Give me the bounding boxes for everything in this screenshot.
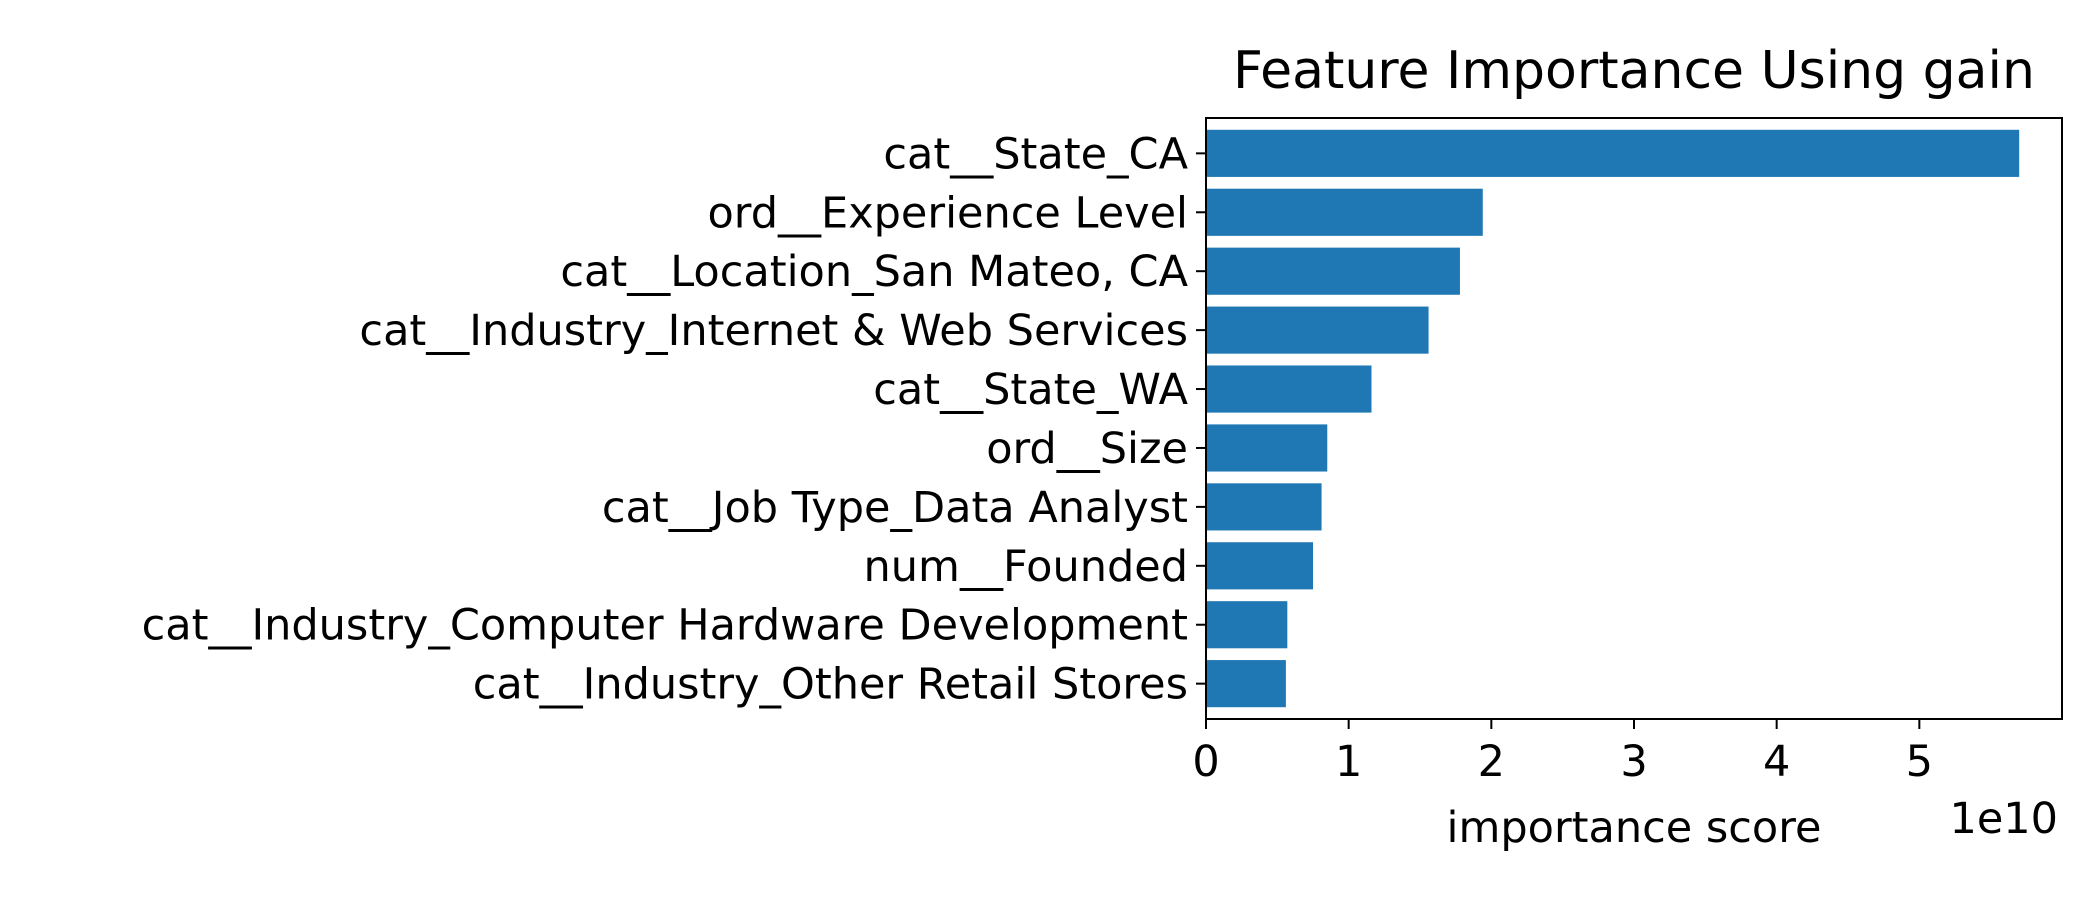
- y-tick-label: cat__Location_San Mateo, CA: [560, 247, 1188, 297]
- bar: [1206, 601, 1288, 649]
- y-tick-label: cat__State_CA: [883, 129, 1188, 179]
- y-tick-label: cat__Job Type_Data Analyst: [602, 483, 1188, 533]
- bar: [1206, 247, 1460, 295]
- y-tick-label: ord__Size: [986, 424, 1188, 474]
- axes-frame: [1205, 117, 2063, 720]
- x-tick-label: 3: [1620, 737, 1647, 787]
- bar: [1206, 483, 1322, 531]
- y-tick-label: num__Founded: [864, 542, 1188, 592]
- x-tick-label: 2: [1478, 737, 1505, 787]
- y-tick-label: cat__Industry_Computer Hardware Developm…: [142, 601, 1188, 651]
- bar: [1206, 660, 1286, 708]
- x-axis-title: importance score: [1447, 803, 1822, 853]
- x-axis-offset-label: 1e10: [1949, 794, 2058, 844]
- x-tick-label: 0: [1192, 737, 1219, 787]
- x-tick-label: 1: [1335, 737, 1362, 787]
- y-tick-label: ord__Experience Level: [708, 188, 1189, 238]
- chart-title: Feature Importance Using gain: [1233, 41, 2035, 101]
- x-tick-label: 5: [1906, 737, 1933, 787]
- bar: [1206, 424, 1328, 472]
- plot-area: cat__State_CA ord__Experience Level cat__L…: [142, 117, 2063, 787]
- bar: [1206, 542, 1313, 590]
- y-tick-label: cat__Industry_Other Retail Stores: [473, 660, 1188, 710]
- y-tick-label: cat__State_WA: [873, 365, 1188, 415]
- bar: [1206, 188, 1483, 236]
- x-tick-label: 4: [1763, 737, 1790, 787]
- y-tick-label: cat__Industry_Internet & Web Services: [359, 306, 1188, 356]
- bar: [1206, 129, 2020, 177]
- bar: [1206, 365, 1372, 413]
- bar: [1206, 306, 1429, 354]
